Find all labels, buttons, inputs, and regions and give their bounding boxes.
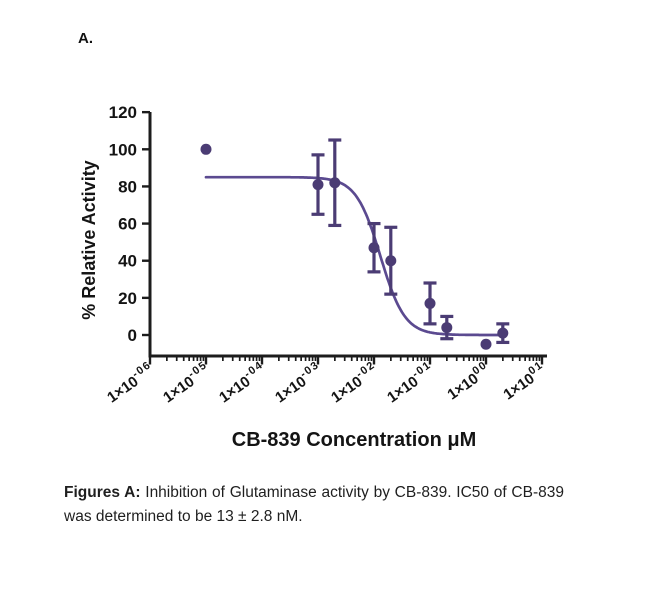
y-axis-title: % Relative Activity [79,160,99,319]
data-point [329,177,341,189]
y-tick-label: 60 [118,215,137,234]
x-axis-title: CB-839 Concentration μM [232,429,476,451]
x-tick-label: 1×10-03 [270,359,326,406]
x-tick-label: 1×1001 [499,359,551,404]
data-point [441,322,453,334]
caption-body: Inhibition of Glutaminase activity by CB… [64,484,564,525]
fit-curve [204,175,505,337]
x-tick-label: 1×10-06 [102,359,158,406]
y-tick-label: 20 [118,289,137,308]
caption-lead: Figures A: [64,484,141,501]
x-tick-label: 1×10-05 [158,359,214,406]
y-tick-label: 120 [109,103,137,122]
data-point [480,338,492,350]
data-point [368,242,380,254]
data-point [312,179,324,191]
panel-label: A. [78,30,93,47]
data-point [497,327,509,339]
x-tick-label: 1×10-01 [382,359,438,406]
data-point [385,255,397,267]
y-tick-label: 80 [118,177,137,196]
x-tick-label: 1×1000 [443,359,495,404]
x-tick-label: 1×10-04 [214,359,270,406]
y-tick-label: 100 [109,140,137,159]
figure-caption: Figures A: Inhibition of Glutaminase act… [64,481,564,529]
y-tick-label: 0 [128,326,137,345]
dose-response-chart: 0204060801001201×10-061×10-051×10-041×10… [79,103,551,451]
x-tick-label: 1×10-02 [326,359,382,406]
data-point [200,143,212,155]
data-point [424,297,436,309]
y-tick-label: 40 [118,252,137,271]
